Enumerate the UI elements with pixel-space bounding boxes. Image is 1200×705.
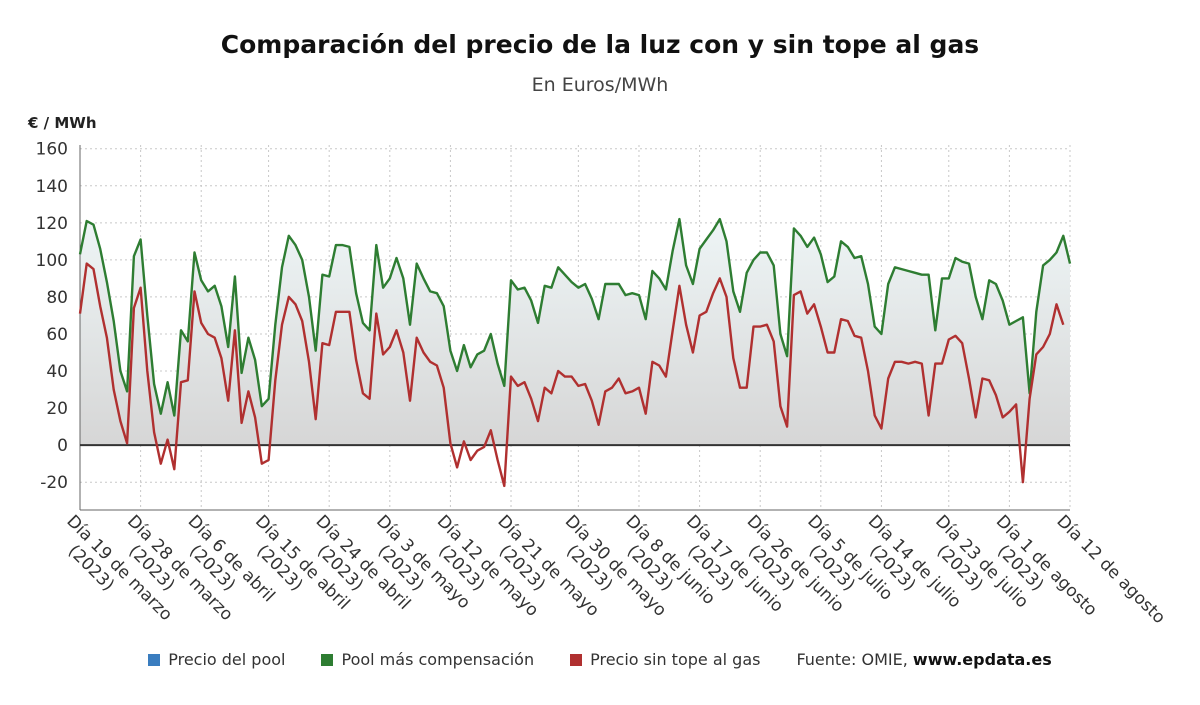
legend-swatch bbox=[570, 653, 583, 666]
legend-swatch bbox=[148, 653, 161, 666]
source-prefix: Fuente: OMIE, bbox=[796, 650, 908, 669]
legend-label: Precio del pool bbox=[168, 650, 286, 669]
x-tick-label: Día 12 de agosto bbox=[1052, 511, 1169, 628]
series-lines bbox=[78, 217, 1072, 488]
y-tick-label: -20 bbox=[40, 473, 68, 493]
source-note: Fuente: OMIE, www.epdata.es bbox=[796, 650, 1051, 669]
legend-swatch bbox=[321, 653, 334, 666]
x-tick-labels: Día 19 de marzo(2023) Día 28 de marzo(202… bbox=[62, 511, 1169, 628]
chart-title: Comparación del precio de la luz con y s… bbox=[220, 30, 980, 59]
y-tick-label: 80 bbox=[46, 288, 68, 308]
y-tick-label: 100 bbox=[36, 251, 68, 271]
area-fill bbox=[80, 219, 1070, 446]
legend-label: Precio sin tope al gas bbox=[590, 650, 761, 669]
axes bbox=[79, 145, 1070, 511]
y-tick-label: 20 bbox=[46, 399, 68, 419]
legend-item-no-cap[interactable]: Precio sin tope al gas bbox=[570, 650, 760, 669]
legend: Precio del pool Pool más compensación Pr… bbox=[0, 650, 1200, 669]
x-tick-date: Día 12 de agosto bbox=[1052, 511, 1169, 628]
y-tick-label: 140 bbox=[36, 177, 68, 197]
legend-item-pool[interactable]: Precio del pool bbox=[148, 650, 285, 669]
source-site: www.epdata.es bbox=[912, 650, 1052, 669]
legend-item-pool-compensation[interactable]: Pool más compensación bbox=[321, 650, 534, 669]
y-tick-label: 160 bbox=[36, 140, 68, 160]
area-under-curve bbox=[80, 219, 1070, 446]
y-axis-unit-label: € / MWh bbox=[28, 114, 97, 132]
y-tick-label: 60 bbox=[46, 325, 68, 345]
y-tick-label: 0 bbox=[57, 436, 68, 456]
legend-label: Pool más compensación bbox=[341, 650, 535, 669]
y-tick-labels: -20 0 20 40 60 80 100 120 140 160 bbox=[36, 140, 68, 494]
y-tick-label: 120 bbox=[36, 214, 68, 234]
series-line-pool-compensation bbox=[78, 217, 1072, 417]
y-tick-label: 40 bbox=[46, 362, 68, 382]
series-line-no-cap bbox=[78, 262, 1065, 488]
chart-subtitle: En Euros/MWh bbox=[531, 74, 669, 96]
